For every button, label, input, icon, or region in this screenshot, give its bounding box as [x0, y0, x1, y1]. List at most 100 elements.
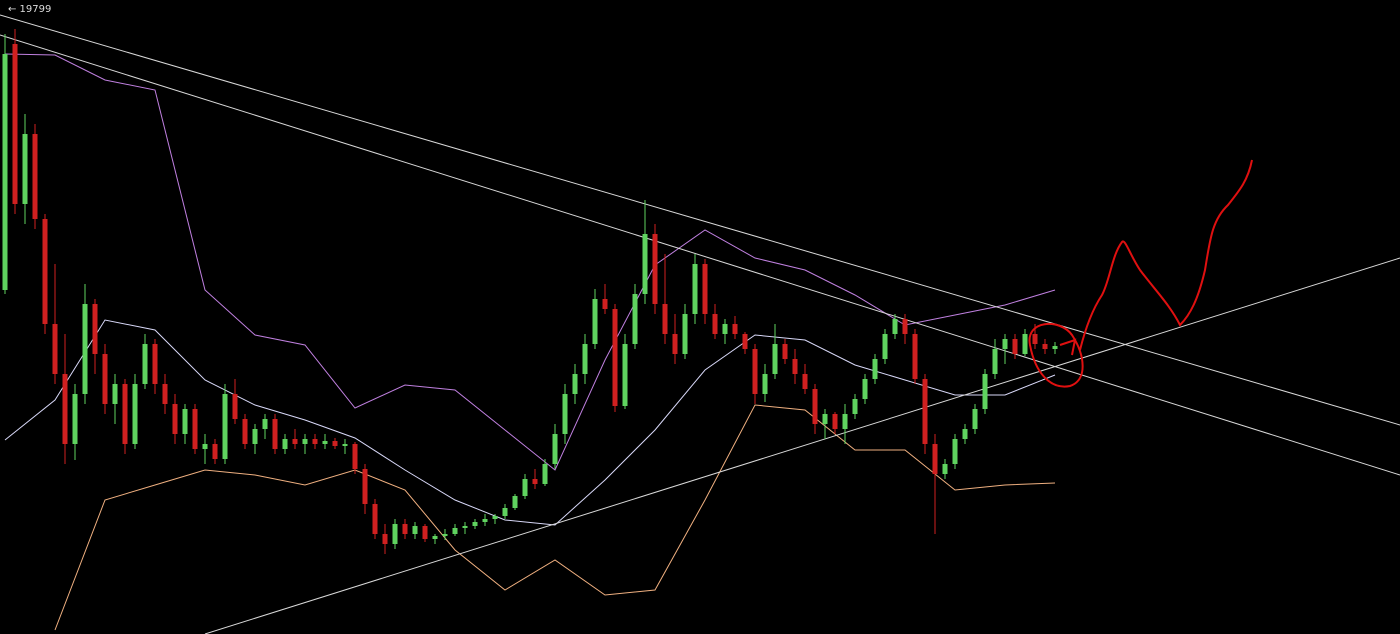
candle-body [612, 309, 618, 406]
trendline [204, 257, 1400, 634]
candle-body [642, 234, 648, 294]
candle-body [312, 439, 318, 444]
trendline [0, 34, 1400, 476]
candle-body [712, 314, 718, 334]
candle-body [972, 409, 978, 429]
candle-body [772, 344, 778, 374]
trendline [0, 14, 1400, 426]
candle-body [782, 344, 788, 359]
candle-body [362, 469, 368, 504]
candle-body [962, 429, 968, 439]
candle-body [92, 304, 98, 354]
candle-body [692, 264, 698, 314]
candle-body [222, 394, 228, 459]
candle-body [212, 444, 218, 459]
candle-body [282, 439, 288, 449]
candle-body [432, 536, 438, 539]
candle-body [52, 324, 58, 374]
candle-body [172, 404, 178, 434]
candle-body [12, 44, 18, 204]
candle-body [662, 304, 668, 334]
candle-body [2, 54, 8, 290]
candle-body [522, 479, 528, 496]
candle-body [542, 464, 548, 484]
candle-body [42, 219, 48, 324]
band-line [4, 319, 1056, 526]
candle-body [632, 294, 638, 344]
candle-body [422, 526, 428, 539]
band-line [4, 53, 1056, 471]
candle-body [112, 384, 118, 404]
candle-body [672, 334, 678, 354]
candle-body [202, 444, 208, 449]
candle-body [572, 374, 578, 394]
candle-body [862, 379, 868, 399]
candle-body [562, 394, 568, 434]
candle-body [1052, 346, 1058, 349]
candle-body [982, 374, 988, 409]
candle-body [22, 134, 28, 204]
candle-body [532, 479, 538, 484]
candle-body [902, 319, 908, 334]
candle-body [242, 419, 248, 444]
annotation [1028, 159, 1253, 388]
candle-body [342, 444, 348, 446]
candle-body [1042, 344, 1048, 349]
candle-body [132, 384, 138, 444]
candle-body [502, 508, 508, 516]
candle-body [1022, 334, 1028, 354]
candle-body [942, 464, 948, 474]
candle-body [352, 444, 358, 469]
candle-body [192, 409, 198, 449]
price-label: ← 19799 [8, 4, 51, 15]
candle-body [232, 394, 238, 419]
candle-body [82, 304, 88, 394]
candle-body [552, 434, 558, 464]
projection-scribble [1079, 159, 1253, 351]
candle-body [882, 334, 888, 359]
candle-body [752, 349, 758, 394]
candle-body [842, 414, 848, 429]
candle-body [622, 344, 628, 406]
candle-body [892, 319, 898, 334]
candle-body [602, 299, 608, 309]
candle-body [742, 334, 748, 349]
candles [2, 29, 1058, 554]
candle-body [102, 354, 108, 404]
candle-body [592, 299, 598, 344]
candle-body [142, 344, 148, 384]
candle-body [32, 134, 38, 219]
candle-body [722, 324, 728, 334]
candle-body [992, 349, 998, 374]
candle-body [382, 534, 388, 544]
candle-body [852, 399, 858, 414]
candle-body [732, 324, 738, 334]
candle-body [392, 524, 398, 544]
candle-body [72, 394, 78, 444]
candle-body [832, 414, 838, 429]
candle-body [292, 439, 298, 444]
candle-body [652, 234, 658, 304]
candle-body [442, 534, 448, 536]
candle-body [512, 496, 518, 508]
candle-body [452, 528, 458, 534]
candle-body [252, 429, 258, 444]
candle-body [922, 379, 928, 444]
candle-body [462, 526, 468, 528]
candle-body [262, 419, 268, 429]
candle-body [1032, 334, 1038, 344]
candle-body [122, 384, 128, 444]
candle-body [912, 334, 918, 379]
candle-body [822, 414, 828, 424]
candle-body [302, 439, 308, 444]
bands [4, 53, 1056, 631]
candle-body [792, 359, 798, 374]
band-line [54, 404, 1056, 631]
trendlines [0, 14, 1400, 634]
candle-body [802, 374, 808, 389]
candle-body [272, 419, 278, 449]
candle-body [582, 344, 588, 374]
circle-mark [1028, 322, 1084, 388]
